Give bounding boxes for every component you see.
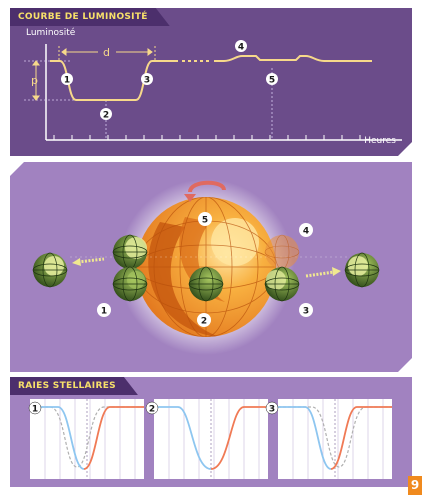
- rotation-arrow: [184, 180, 226, 202]
- planet-outer-right: [344, 252, 380, 288]
- orbit-svg: 1 2 3 4 5: [32, 179, 380, 355]
- page-number: 9: [408, 476, 422, 495]
- light-curve-phase: [214, 55, 372, 62]
- planet-egress: [264, 266, 300, 302]
- svg-text:3: 3: [269, 405, 275, 415]
- orbit-marker-4: 4: [299, 223, 313, 237]
- curve-marker-1: 1: [61, 73, 73, 86]
- svg-text:4: 4: [303, 227, 309, 237]
- planet-outer-left: [32, 252, 68, 288]
- curve-marker-5: 5: [266, 73, 278, 86]
- orbit-marker-2: 2: [197, 313, 211, 327]
- svg-text:3: 3: [144, 76, 150, 86]
- orbit-marker-3: 3: [299, 303, 313, 317]
- spectrum-marker-1: 1: [28, 401, 42, 415]
- spectral-lines-svg: 1 2 3: [28, 399, 392, 479]
- duration-label: d: [103, 46, 110, 59]
- duration-arrow: [58, 46, 156, 60]
- svg-text:5: 5: [202, 216, 208, 226]
- planet-ingress: [112, 266, 148, 302]
- depth-arrow: [32, 60, 40, 101]
- svg-text:1: 1: [32, 405, 38, 415]
- spectrum-marker-3: 3: [265, 401, 279, 415]
- depth-label: p: [31, 74, 38, 87]
- svg-text:2: 2: [149, 405, 155, 415]
- spectrum-box-3: [278, 399, 392, 479]
- light-curve-title: COURBE DE LUMINOSITÉ: [10, 8, 170, 26]
- svg-text:1: 1: [101, 307, 107, 317]
- motion-arrow-right: [305, 267, 341, 278]
- planet-transit: [188, 266, 224, 302]
- spectrum-box-2: [154, 399, 268, 479]
- axes: [45, 44, 402, 141]
- planet-ingress-top: [112, 234, 148, 270]
- orbit-marker-1: 1: [97, 303, 111, 317]
- orbit-marker-5: 5: [198, 212, 212, 226]
- light-curve-panel: COURBE DE LUMINOSITÉ Luminosité Heures: [10, 8, 412, 156]
- x-axis-label: Heures: [364, 136, 396, 146]
- curve-marker-2: 2: [100, 108, 112, 121]
- light-curve-svg: p d 1 2 3: [24, 40, 402, 141]
- x-ticks: [53, 135, 361, 140]
- orbit-diagram-panel: 1 2 3 4 5: [10, 162, 412, 372]
- curve-marker-3: 3: [141, 73, 153, 86]
- svg-text:1: 1: [64, 76, 70, 86]
- svg-text:5: 5: [269, 76, 275, 86]
- spectrum-box-1: [30, 399, 144, 479]
- spectral-lines-title: RAIES STELLAIRES: [10, 377, 138, 395]
- svg-text:4: 4: [238, 43, 244, 53]
- curve-marker-4: 4: [235, 40, 247, 53]
- svg-text:2: 2: [103, 111, 109, 121]
- light-curve-line: [50, 60, 178, 101]
- planet-behind-star: [264, 234, 300, 270]
- motion-arrow-left: [72, 257, 105, 266]
- spectral-lines-panel: RAIES STELLAIRES: [10, 377, 412, 487]
- spectrum-marker-2: 2: [145, 401, 159, 415]
- svg-text:3: 3: [303, 307, 309, 317]
- svg-text:2: 2: [201, 317, 207, 327]
- y-axis-label: Luminosité: [26, 28, 76, 38]
